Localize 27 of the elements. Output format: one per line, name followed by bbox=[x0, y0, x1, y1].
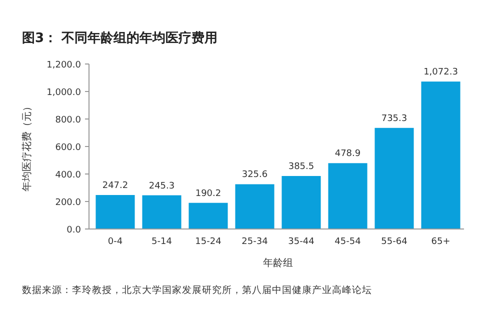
y-tick-label: 200.0 bbox=[55, 198, 82, 208]
x-tick-label: 15-24 bbox=[195, 237, 222, 247]
y-axis-title: 年均医疗花费（元） bbox=[21, 102, 33, 192]
data-label: 247.2 bbox=[102, 181, 128, 192]
x-tick-label: 45-54 bbox=[334, 237, 362, 247]
data-label: 190.2 bbox=[195, 188, 222, 199]
x-tick-label: 55-64 bbox=[381, 237, 408, 247]
x-tick-label: 25-34 bbox=[242, 237, 268, 247]
data-label: 735.3 bbox=[381, 114, 408, 124]
data-label: 245.3 bbox=[148, 181, 175, 192]
x-axis-title: 年龄组 bbox=[263, 257, 293, 269]
data-label: 1,072.3 bbox=[424, 68, 458, 78]
data-label: 385.5 bbox=[288, 162, 314, 172]
x-tick-label: 5-14 bbox=[152, 237, 172, 247]
y-tick-label: 0.0 bbox=[66, 226, 82, 236]
data-label: 478.9 bbox=[334, 149, 361, 160]
y-tick-label: 400.0 bbox=[55, 170, 82, 180]
x-tick-label: 35-44 bbox=[288, 237, 315, 247]
x-tick-label: 0-4 bbox=[108, 237, 123, 247]
y-tick-label: 600.0 bbox=[55, 143, 82, 153]
y-tick-label: 1,000.0 bbox=[46, 88, 82, 98]
y-tick-label: 1,200.0 bbox=[46, 60, 82, 70]
chart-title: 图3： 不同年龄组的年均医疗费用 bbox=[22, 30, 218, 46]
y-tick-label: 800.0 bbox=[55, 116, 82, 126]
data-label: 325.6 bbox=[242, 170, 268, 180]
source-note: 数据来源：李玲教授，北京大学国家发展研究所，第八届中国健康产业高峰论坛 bbox=[22, 284, 372, 296]
x-tick-label: 65+ bbox=[431, 237, 450, 247]
